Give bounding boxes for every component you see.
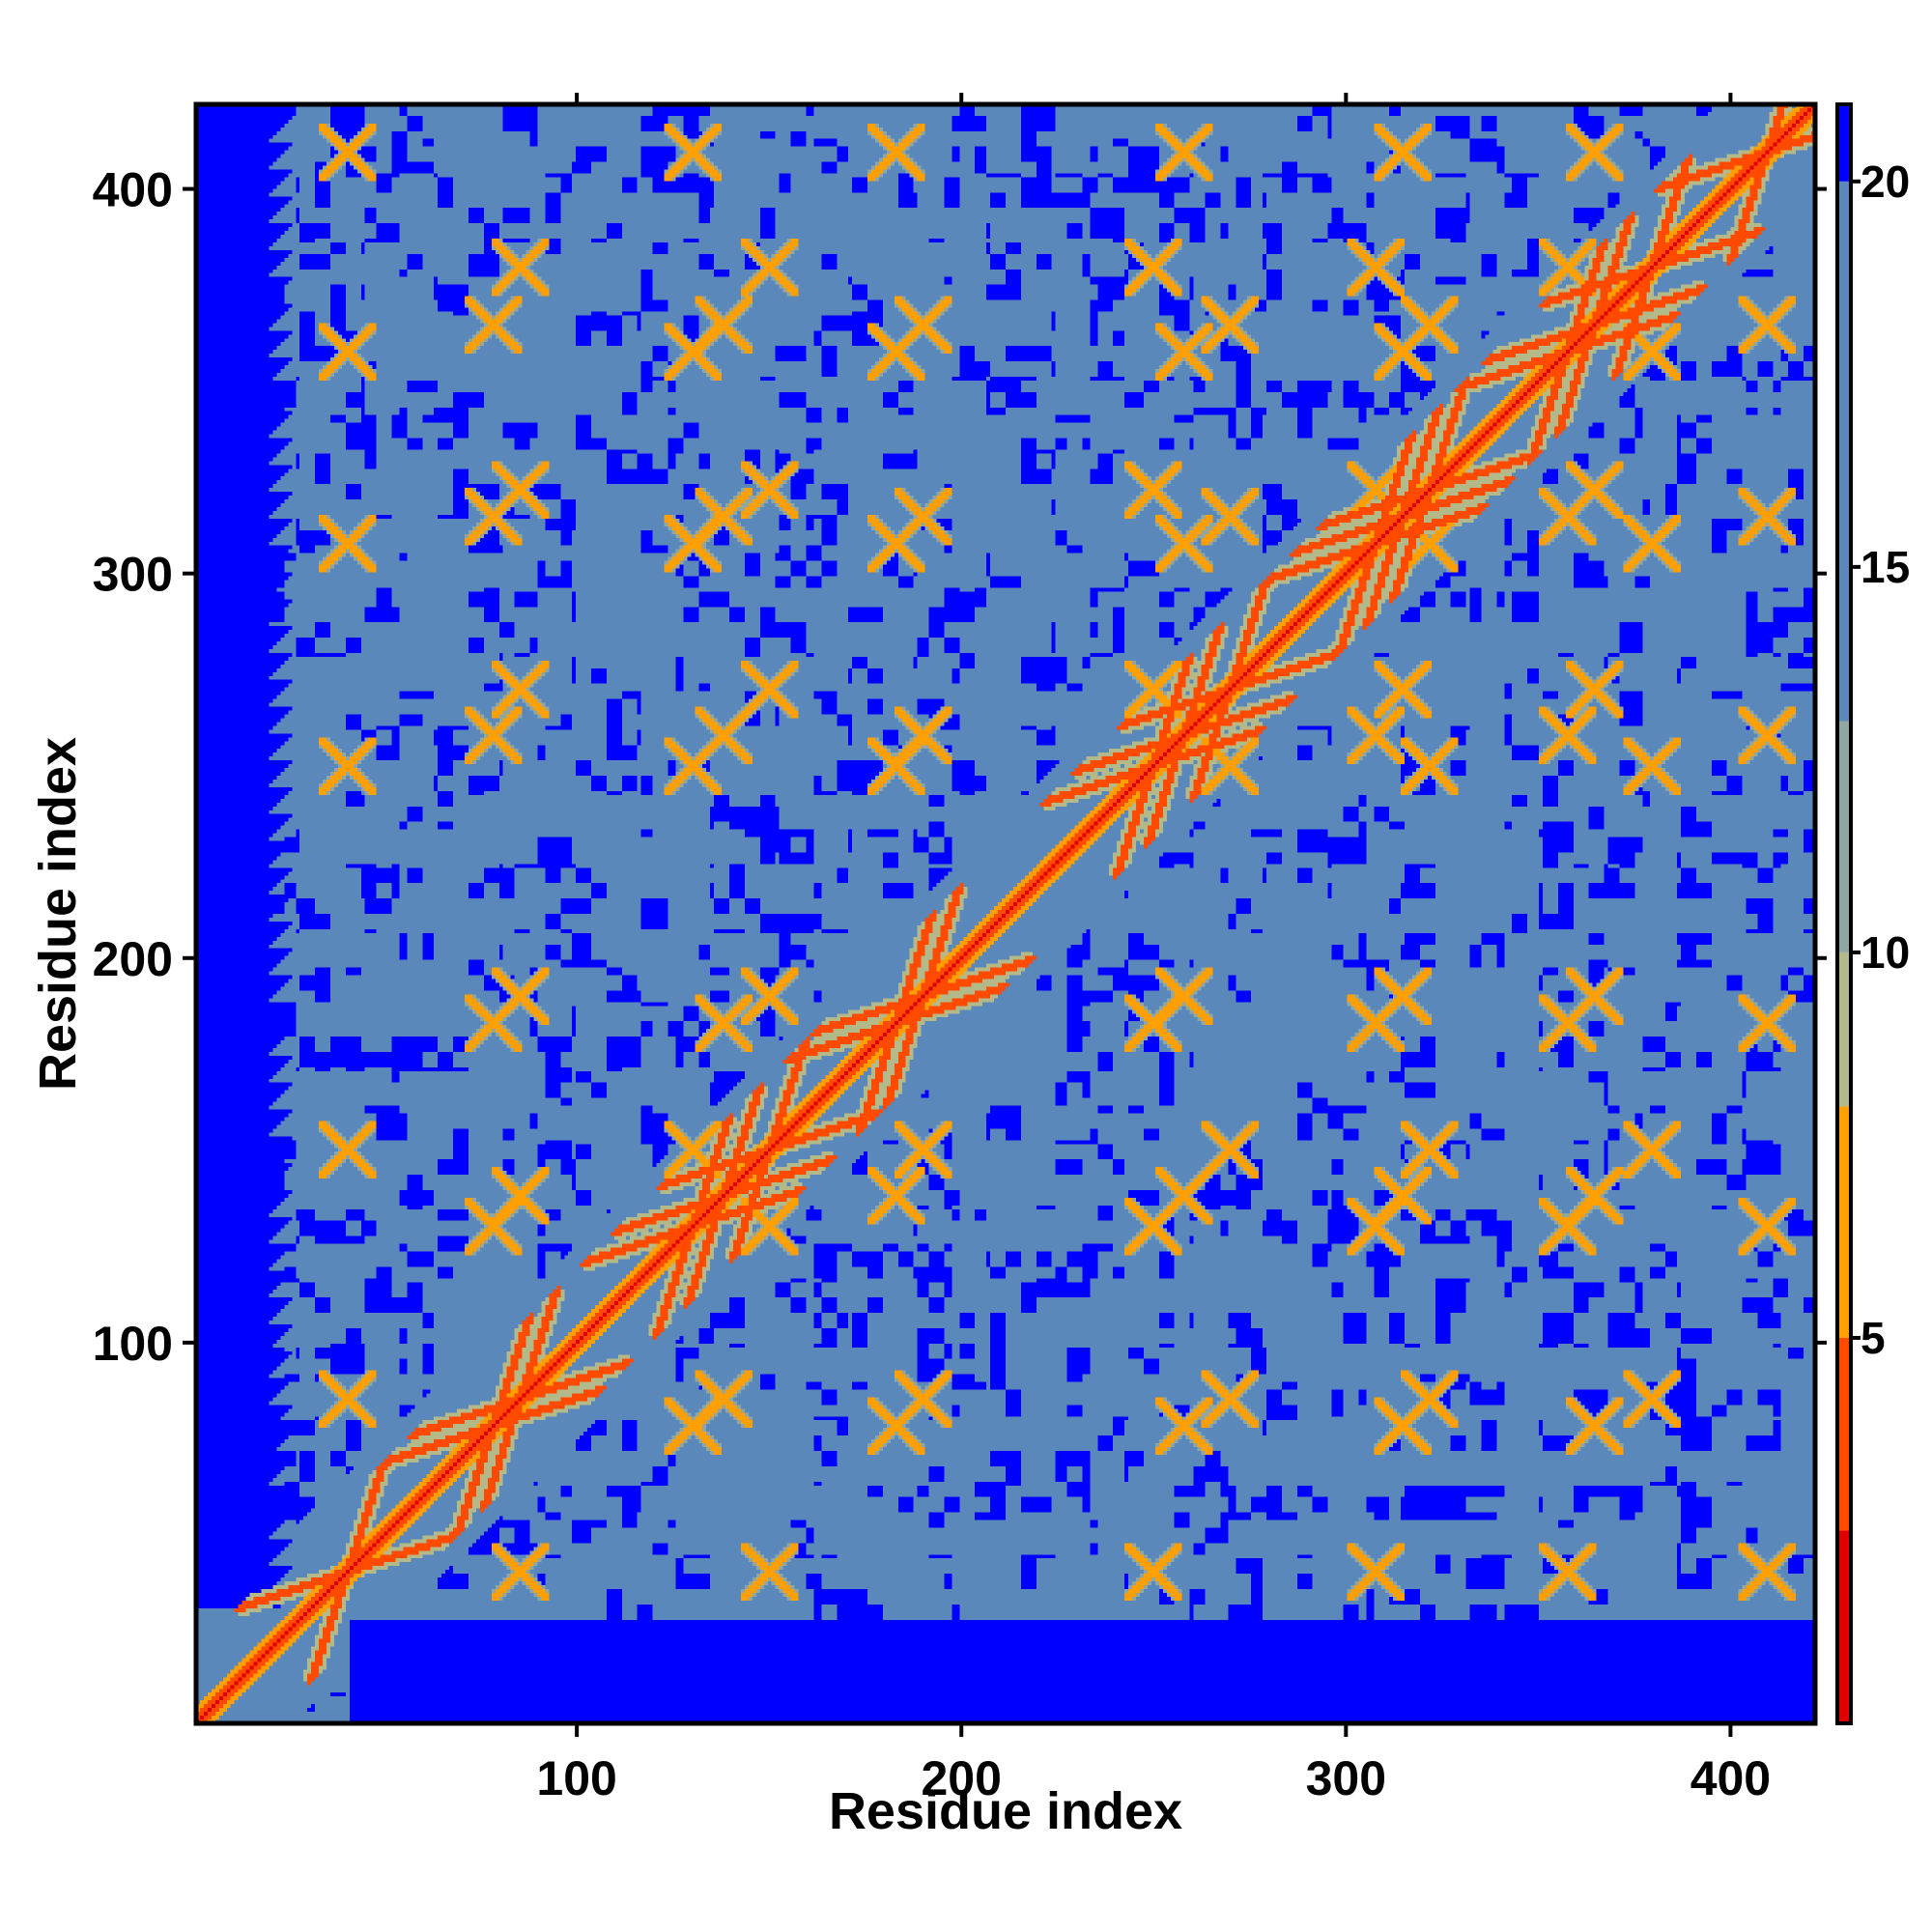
colorbar-band (1837, 104, 1851, 182)
heatmap-cells (196, 104, 1815, 1723)
colorbar-band (1837, 181, 1851, 722)
y-tick-label: 300 (93, 548, 173, 602)
y-axis: 100 200 300 400 (93, 163, 196, 1371)
colorbar-band (1837, 1337, 1851, 1531)
x-axis: 100 200 300 400 (536, 1723, 1771, 1805)
x-axis-title: Residue index (829, 1782, 1182, 1840)
x-tick-label: 300 (1306, 1751, 1386, 1805)
plot-frame (193, 101, 1818, 1726)
x-tick-label: 100 (536, 1751, 616, 1805)
heatmap-area (196, 104, 1815, 1723)
colorbar: 5 10 15 20 (1835, 102, 1910, 1725)
x-tick-label: 400 (1690, 1751, 1771, 1805)
colorbar-band (1837, 952, 1851, 1107)
colorbar-band (1837, 721, 1851, 952)
right-axis-ticks (1815, 186, 1827, 1345)
y-axis-title: Residue index (29, 737, 87, 1091)
top-axis-ticks (575, 93, 1733, 104)
colorbar-tick-label: 15 (1861, 542, 1910, 592)
y-tick-label: 100 (93, 1317, 173, 1371)
colorbar-bands (1837, 104, 1851, 1723)
x-tick-label: 200 (921, 1751, 1001, 1805)
colorbar-ticks: 5 10 15 20 (1851, 156, 1910, 1363)
colorbar-frame (1835, 102, 1853, 1725)
colorbar-tick-label: 10 (1861, 927, 1910, 978)
colorbar-tick-label: 5 (1861, 1313, 1886, 1363)
colorbar-band (1837, 1530, 1851, 1723)
y-tick-label: 400 (93, 163, 173, 217)
colorbar-band (1837, 1106, 1851, 1338)
colorbar-tick-label: 20 (1861, 156, 1910, 207)
y-tick-label: 200 (93, 932, 173, 986)
